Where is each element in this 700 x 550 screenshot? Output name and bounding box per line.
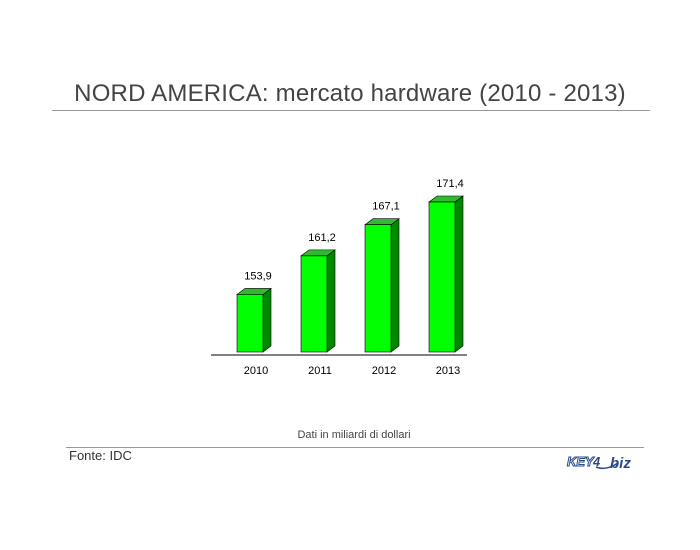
data-label-2010: 153,9 bbox=[244, 270, 272, 282]
x-tick-2011: 2011 bbox=[308, 365, 332, 377]
x-tick-2010: 2010 bbox=[244, 365, 268, 377]
data-label-2013: 171,4 bbox=[436, 178, 464, 190]
data-label-2011: 161,2 bbox=[308, 232, 336, 244]
x-tick-2013: 2013 bbox=[436, 365, 460, 377]
svg-text:biz: biz bbox=[610, 455, 631, 471]
bar-2013 bbox=[428, 195, 464, 353]
x-tick-2012: 2012 bbox=[372, 365, 396, 377]
svg-text:4: 4 bbox=[592, 454, 601, 469]
bar-2012 bbox=[364, 218, 400, 353]
units-note: Dati in miliardi di dollari bbox=[297, 429, 411, 441]
title-divider bbox=[52, 110, 650, 111]
key4biz-logo: KEY 4 biz bbox=[567, 454, 632, 472]
svg-text:KEY: KEY bbox=[567, 454, 595, 469]
footer-divider bbox=[66, 447, 644, 448]
bar-2011 bbox=[300, 249, 336, 353]
data-label-2012: 167,1 bbox=[372, 201, 400, 213]
bar-2010 bbox=[236, 287, 272, 353]
page-title: NORD AMERICA: mercato hardware (2010 - 2… bbox=[74, 80, 626, 107]
source-label: Fonte: IDC bbox=[69, 448, 132, 463]
